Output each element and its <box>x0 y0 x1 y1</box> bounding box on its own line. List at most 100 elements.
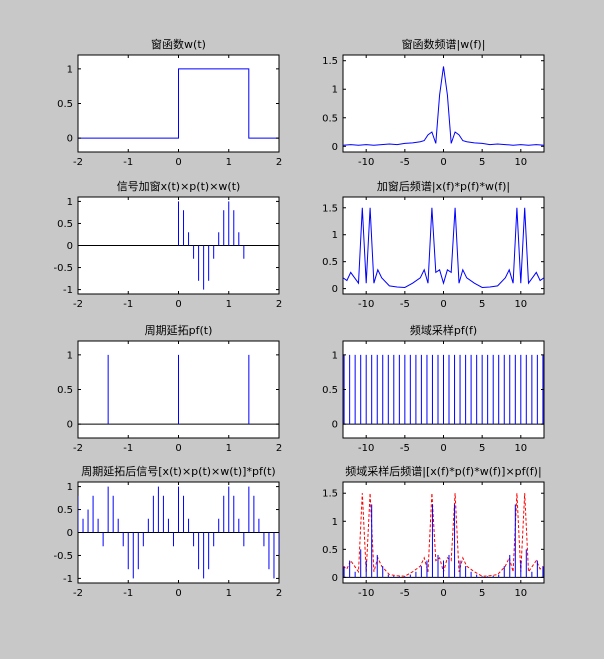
x-tick-label: 1 <box>226 157 232 168</box>
plot-marks <box>78 486 279 579</box>
subplot-window: 窗函数w(t) -2 -1 0 1 2 0 0.5 1 <box>57 37 282 168</box>
x-tick-label: 2 <box>276 443 282 454</box>
y-tick-label: 1 <box>67 482 73 493</box>
y-tick-label: 0.5 <box>322 257 338 268</box>
x-tick-label: 10 <box>514 443 527 454</box>
subplot-title: 周期延拓pf(t) <box>145 323 213 337</box>
x-tick-label: -2 <box>73 588 83 599</box>
x-tick-label: -2 <box>73 157 83 168</box>
y-tick-label: 0.5 <box>322 113 338 124</box>
subplot-title: 窗函数频谱|w(f)| <box>402 37 486 51</box>
x-tick-label: -5 <box>400 443 410 454</box>
y-tick-label: -1 <box>63 574 73 585</box>
y-tick-label: 0 <box>332 573 338 584</box>
y-tick-label: 0.5 <box>57 505 73 516</box>
plot-marks <box>78 68 279 139</box>
x-tick-label: -2 <box>73 299 83 310</box>
y-tick-label: 0.5 <box>322 385 338 396</box>
y-tick-label: 0 <box>67 134 73 145</box>
x-tick-label: 0 <box>175 299 181 310</box>
y-tick-label: 1 <box>67 197 73 208</box>
plot-marks <box>343 493 544 578</box>
plot-marks <box>343 66 544 146</box>
x-tick-label: 0 <box>175 157 181 168</box>
x-tick-label: -10 <box>358 157 374 168</box>
x-tick-label: -10 <box>358 443 374 454</box>
y-tick-label: 1.5 <box>322 203 338 214</box>
x-tick-label: -10 <box>358 299 374 310</box>
x-tick-label: -2 <box>73 443 83 454</box>
x-tick-label: 2 <box>276 299 282 310</box>
y-tick-label: 0 <box>67 420 73 431</box>
x-tick-label: 1 <box>226 588 232 599</box>
subplot-title: 窗函数w(t) <box>151 37 206 51</box>
x-tick-label: 10 <box>514 588 527 599</box>
x-tick-label: 5 <box>479 299 485 310</box>
y-tick-label: 0 <box>67 528 73 539</box>
y-tick-label: 0.5 <box>57 385 73 396</box>
x-tick-label: -1 <box>123 299 133 310</box>
series-line-0 <box>343 207 544 289</box>
subplot-windowed-spectrum: 加窗后频谱|x(f)*p(f)*w(f)| -10 -5 0 5 10 0 0.5 1 1.5 <box>322 179 545 310</box>
subplot-title: 信号加窗x(t)×p(t)×w(t) <box>117 179 241 193</box>
x-tick-label: -10 <box>358 588 374 599</box>
x-tick-label: 5 <box>479 588 485 599</box>
series-line-0 <box>343 66 544 146</box>
y-tick-label: 0.5 <box>57 219 73 230</box>
x-tick-label: 10 <box>514 157 527 168</box>
y-tick-label: 0 <box>67 241 73 252</box>
y-tick-label: 0 <box>332 142 338 153</box>
x-tick-label: -1 <box>123 157 133 168</box>
x-tick-label: 1 <box>226 443 232 454</box>
y-tick-label: 1 <box>332 350 338 361</box>
y-tick-label: -1 <box>63 285 73 296</box>
x-tick-label: 0 <box>440 299 446 310</box>
subplot-title: 周期延拓后信号[x(t)×p(t)×w(t)]*pf(t) <box>81 464 275 478</box>
y-tick-label: 0 <box>332 420 338 431</box>
y-tick-label: 1 <box>67 64 73 75</box>
subplot-extended-signal: 周期延拓后信号[x(t)×p(t)×w(t)]*pf(t)-2 -1 0 1 2-1-0… <box>53 464 282 599</box>
y-tick-label: -0.5 <box>53 263 73 274</box>
x-tick-label: 10 <box>514 299 527 310</box>
y-tick-label: 0 <box>332 284 338 295</box>
x-tick-label: -5 <box>400 157 410 168</box>
x-tick-label: 0 <box>440 443 446 454</box>
y-tick-label: 1 <box>332 85 338 96</box>
x-tick-label: -5 <box>400 588 410 599</box>
y-tick-label: 0.5 <box>322 545 338 556</box>
x-tick-label: 0 <box>175 588 181 599</box>
x-tick-label: 5 <box>479 157 485 168</box>
subplot-sampled-signal: 信号加窗x(t)×p(t)×w(t)-2 -1 0 1 2-1-0.500.51 <box>53 179 282 310</box>
x-tick-label: 5 <box>479 443 485 454</box>
plot-marks <box>343 354 544 425</box>
plot-area <box>342 54 545 153</box>
x-tick-label: 1 <box>226 299 232 310</box>
series-line-0 <box>78 68 279 139</box>
y-tick-label: 1.5 <box>322 56 338 67</box>
x-tick-label: 0 <box>440 588 446 599</box>
x-tick-label: -1 <box>123 588 133 599</box>
plot-marks <box>78 201 279 290</box>
subplot-title: 加窗后频谱|x(f)*p(f)*w(f)| <box>377 179 510 193</box>
subplot-frequency-sampling: 频域采样pf(f) -10 -5 0 5 10 0 0.5 1 <box>322 323 545 454</box>
plot-marks <box>343 207 544 289</box>
x-tick-label: -1 <box>123 443 133 454</box>
y-tick-label: 1.5 <box>322 489 338 500</box>
x-tick-label: 0 <box>440 157 446 168</box>
plot-area <box>342 196 545 295</box>
subplot-title: 频域采样后频谱|[x(f)*p(f)*w(f)]×pf(f)| <box>345 464 541 478</box>
y-tick-label: 1 <box>332 517 338 528</box>
subplot-window-spectrum: 窗函数频谱|w(f)| -10 -5 0 5 10 0 0.5 1 1.5 <box>322 37 545 168</box>
y-tick-label: 1 <box>332 230 338 241</box>
subplot-periodic-extension: 周期延拓pf(t) -2 -1 0 1 2 0 0.5 1 <box>57 323 282 454</box>
subplot-sampled-spectrum: 频域采样后频谱|[x(f)*p(f)*w(f)]×pf(f)|-10 -5 0 5 10… <box>322 464 545 599</box>
plot-marks <box>78 354 279 425</box>
x-tick-label: -5 <box>400 299 410 310</box>
x-tick-label: 2 <box>276 157 282 168</box>
subplot-title: 频域采样pf(f) <box>410 323 477 337</box>
y-tick-label: 0.5 <box>57 99 73 110</box>
x-tick-label: 2 <box>276 588 282 599</box>
y-tick-label: 1 <box>67 350 73 361</box>
